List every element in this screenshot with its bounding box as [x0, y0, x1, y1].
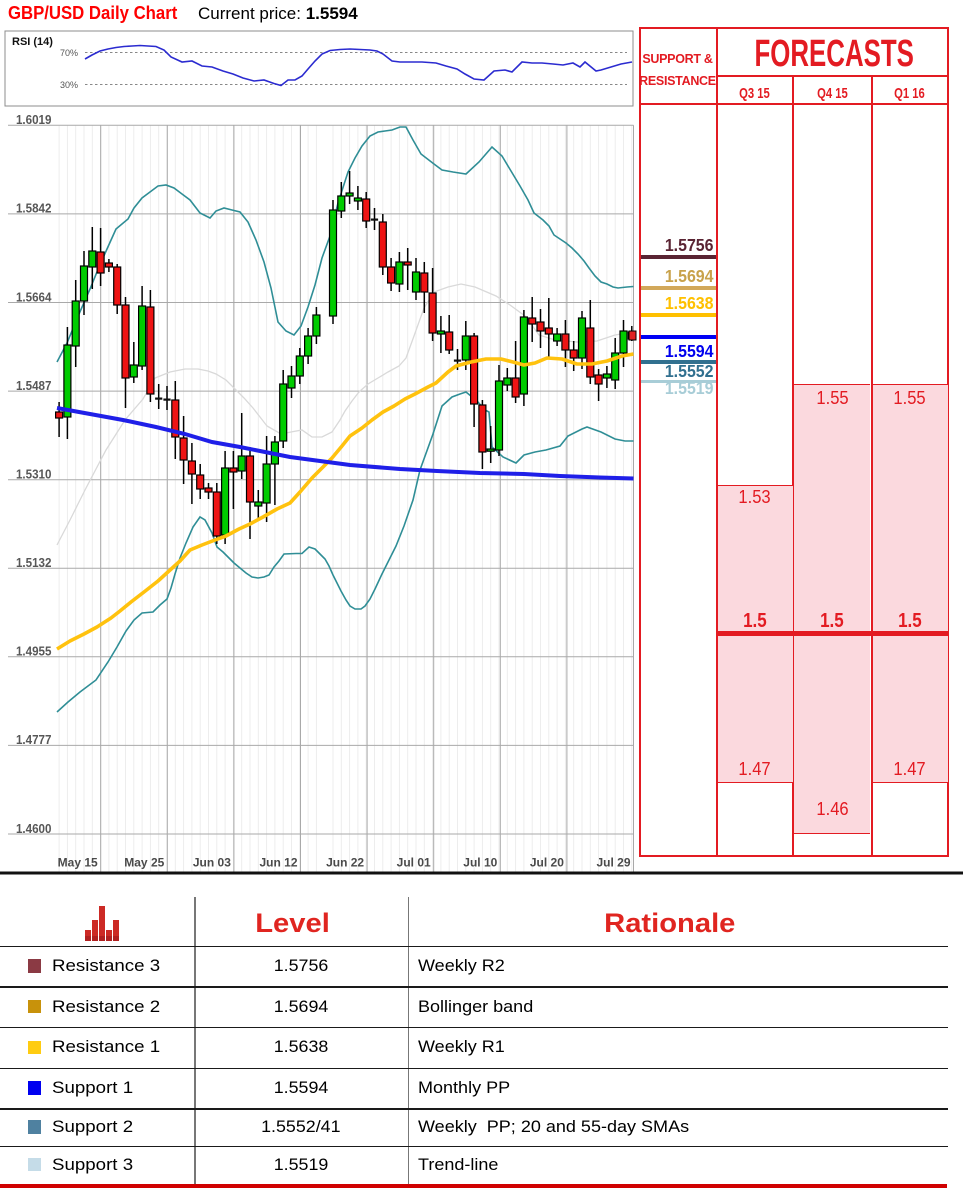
svg-text:May 15: May 15 [58, 856, 98, 870]
svg-text:1.4955: 1.4955 [16, 644, 52, 658]
svg-text:Jun 12: Jun 12 [259, 856, 297, 870]
svg-text:1.6019: 1.6019 [16, 113, 52, 127]
svg-text:Jul 01: Jul 01 [397, 856, 431, 870]
svg-text:May 25: May 25 [124, 856, 164, 870]
svg-text:Jul 29: Jul 29 [596, 856, 630, 870]
svg-text:1.5310: 1.5310 [16, 467, 52, 481]
svg-text:Jun 22: Jun 22 [326, 856, 364, 870]
svg-text:70%: 70% [60, 48, 78, 58]
svg-text:1.5842: 1.5842 [16, 201, 52, 215]
svg-text:1.4600: 1.4600 [16, 821, 52, 835]
svg-text:Jul 20: Jul 20 [530, 856, 564, 870]
svg-text:1.5664: 1.5664 [16, 290, 52, 304]
svg-text:1.4777: 1.4777 [16, 733, 52, 747]
svg-text:Jul 10: Jul 10 [463, 856, 497, 870]
svg-text:RSI (14): RSI (14) [12, 36, 53, 48]
svg-text:30%: 30% [60, 80, 78, 90]
svg-text:1.5487: 1.5487 [16, 379, 52, 393]
svg-text:1.5132: 1.5132 [16, 556, 52, 570]
svg-text:Jun 03: Jun 03 [193, 856, 231, 870]
